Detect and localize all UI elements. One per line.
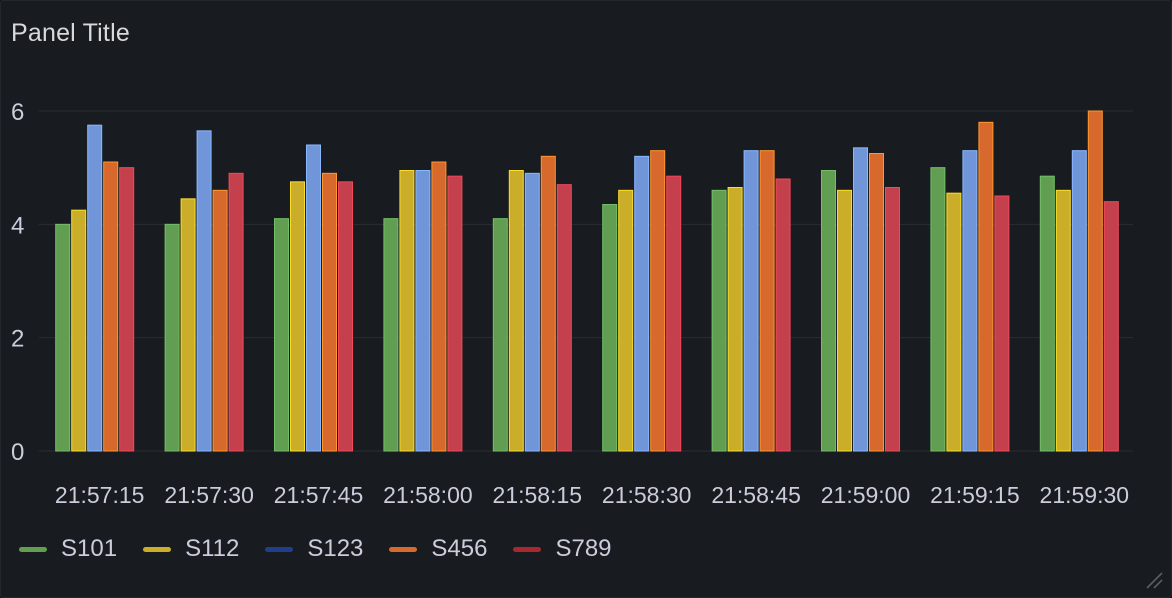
bar-s101-2[interactable] <box>274 218 289 452</box>
bar-s456-3[interactable] <box>431 161 447 452</box>
bar-s112-8[interactable] <box>946 192 962 452</box>
x-tick-label: 21:59:30 <box>1040 482 1130 508</box>
bar-s789-8[interactable] <box>994 195 1010 452</box>
legend: S101 S112 S123 S456 S789 <box>19 533 638 565</box>
legend-swatch <box>513 546 542 552</box>
x-axis-ticks: 21:57:15 21:57:30 21:57:45 21:58:00 21:58:15… <box>55 482 1129 508</box>
legend-swatch <box>143 546 172 552</box>
legend-item-s112[interactable]: S112 <box>143 535 239 563</box>
panel-title[interactable]: Panel Title <box>11 19 130 47</box>
bar-s112-0[interactable] <box>71 209 87 452</box>
legend-item-s789[interactable]: S789 <box>513 535 612 563</box>
x-tick-label: 21:59:15 <box>930 482 1020 508</box>
bar-s112-4[interactable] <box>508 170 524 452</box>
legend-label: S123 <box>307 535 364 562</box>
bar-s101-5[interactable] <box>602 204 618 452</box>
legend-label: S456 <box>431 535 488 562</box>
x-tick-label: 21:58:15 <box>493 482 583 508</box>
bar-s789-2[interactable] <box>338 181 353 452</box>
bar-s456-1[interactable] <box>212 189 228 452</box>
x-tick-label: 21:59:00 <box>821 482 911 508</box>
bar-s101-8[interactable] <box>930 167 946 452</box>
bar-s123-0[interactable] <box>87 124 103 452</box>
bar-s456-9[interactable] <box>1087 110 1103 452</box>
bar-s456-7[interactable] <box>869 153 884 452</box>
legend-swatch <box>389 546 418 552</box>
bar-s456-2[interactable] <box>322 172 337 452</box>
bar-s123-8[interactable] <box>962 150 978 452</box>
bar-s789-4[interactable] <box>556 184 572 452</box>
bar-s112-6[interactable] <box>727 187 743 452</box>
y-tick-label: 4 <box>11 212 24 239</box>
bar-s101-4[interactable] <box>492 218 508 452</box>
bar-s123-9[interactable] <box>1071 150 1087 452</box>
legend-item-s101[interactable]: S101 <box>19 535 117 563</box>
bar-s101-6[interactable] <box>711 189 727 452</box>
y-tick-label: 0 <box>11 439 24 466</box>
bar-s123-6[interactable] <box>743 150 759 452</box>
x-tick-label: 21:58:00 <box>383 482 473 508</box>
bar-s789-3[interactable] <box>447 175 463 452</box>
x-tick-label: 21:58:45 <box>711 482 801 508</box>
legend-label: S789 <box>555 535 612 562</box>
bar-s101-3[interactable] <box>383 218 399 452</box>
bar-s456-0[interactable] <box>103 161 119 452</box>
bar-s789-0[interactable] <box>119 167 135 452</box>
bar-s456-4[interactable] <box>540 155 556 452</box>
bar-s123-4[interactable] <box>524 172 540 452</box>
bar-s123-7[interactable] <box>853 147 868 452</box>
y-axis-ticks: 0 2 4 6 <box>11 99 24 466</box>
bar-s112-2[interactable] <box>290 181 305 452</box>
bar-s112-5[interactable] <box>618 189 634 452</box>
y-tick-label: 2 <box>11 326 24 353</box>
x-tick-label: 21:57:15 <box>55 482 145 508</box>
bar-s789-9[interactable] <box>1103 201 1119 452</box>
bar-s112-7[interactable] <box>837 189 852 452</box>
bars <box>55 110 1119 452</box>
bar-s123-3[interactable] <box>415 170 431 452</box>
bar-s123-1[interactable] <box>196 130 212 452</box>
y-tick-label: 6 <box>11 99 24 126</box>
bar-s789-5[interactable] <box>666 175 682 452</box>
x-tick-label: 21:57:30 <box>164 482 254 508</box>
bar-s456-5[interactable] <box>650 150 666 452</box>
bar-s789-7[interactable] <box>885 187 900 452</box>
bar-s123-5[interactable] <box>634 155 650 452</box>
legend-swatch <box>265 546 294 552</box>
bar-s101-0[interactable] <box>55 223 71 452</box>
legend-label: S112 <box>185 535 240 562</box>
bar-s456-6[interactable] <box>759 150 775 452</box>
bar-s101-1[interactable] <box>164 223 180 452</box>
bar-s101-9[interactable] <box>1039 175 1055 452</box>
bar-s112-1[interactable] <box>180 198 196 452</box>
bar-s101-7[interactable] <box>821 170 836 452</box>
legend-item-s123[interactable]: S123 <box>265 535 363 563</box>
legend-item-s456[interactable]: S456 <box>389 535 487 563</box>
bar-s112-3[interactable] <box>399 170 415 452</box>
bar-s789-1[interactable] <box>228 172 244 452</box>
bar-s789-6[interactable] <box>775 178 791 452</box>
bar-s112-9[interactable] <box>1055 189 1071 452</box>
x-tick-label: 21:57:45 <box>274 482 364 508</box>
legend-label: S101 <box>61 535 118 562</box>
resize-handle-icon[interactable] <box>1143 569 1163 589</box>
bar-s456-8[interactable] <box>978 121 994 452</box>
bar-s123-2[interactable] <box>306 144 321 452</box>
legend-swatch <box>19 546 47 552</box>
x-tick-label: 21:58:30 <box>602 482 692 508</box>
